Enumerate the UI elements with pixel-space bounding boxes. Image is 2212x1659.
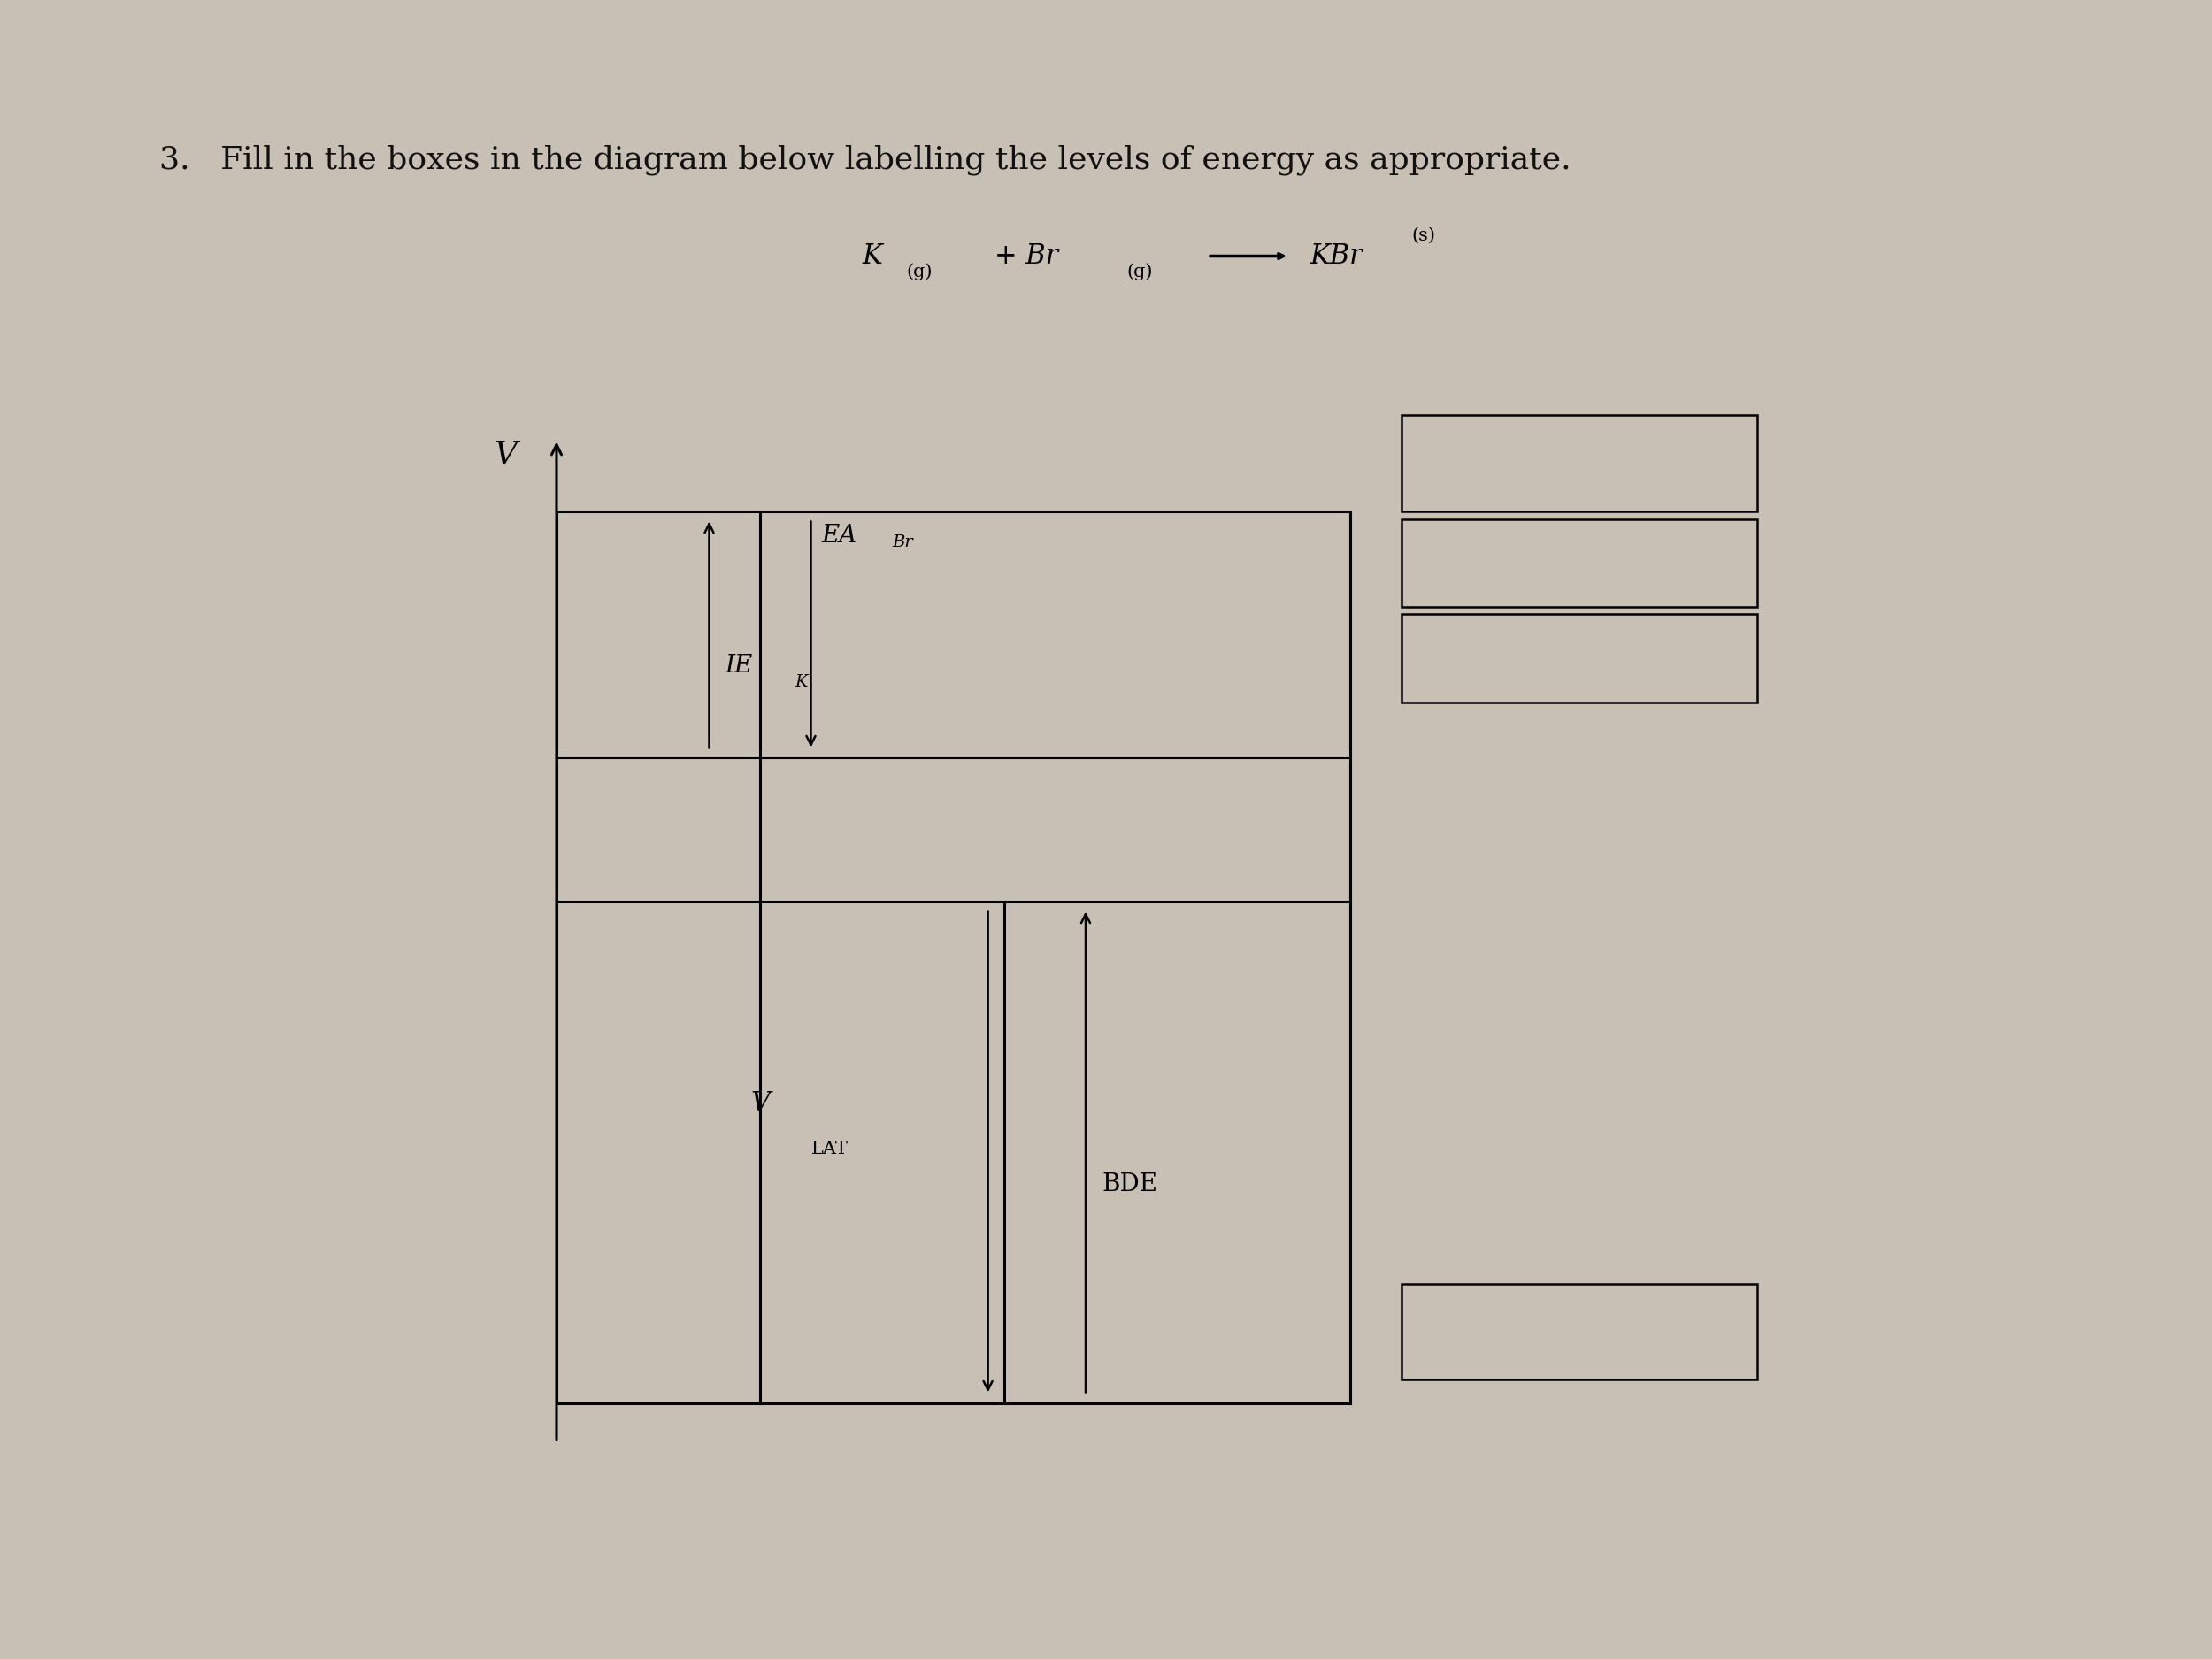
Text: V: V (493, 440, 518, 469)
Text: V: V (750, 1090, 770, 1118)
Text: BDE: BDE (1102, 1171, 1157, 1196)
Bar (1400, 1284, 1756, 1379)
Text: LAT: LAT (812, 1140, 847, 1158)
Text: Br: Br (891, 534, 914, 551)
Text: EA: EA (821, 524, 856, 547)
Bar (1400, 519, 1756, 607)
Text: K: K (863, 242, 883, 270)
Text: K: K (794, 674, 807, 690)
Text: KBr: KBr (1310, 242, 1363, 270)
Text: 3.   Fill in the boxes in the diagram below labelling the levels of energy as ap: 3. Fill in the boxes in the diagram belo… (159, 144, 1571, 176)
Text: + Br: + Br (993, 242, 1057, 270)
Text: (g): (g) (907, 264, 933, 280)
Text: IE: IE (726, 654, 752, 679)
Text: (g): (g) (1126, 264, 1152, 280)
Text: (s): (s) (1411, 227, 1436, 244)
Bar (1400, 415, 1756, 511)
Bar (1400, 614, 1756, 702)
